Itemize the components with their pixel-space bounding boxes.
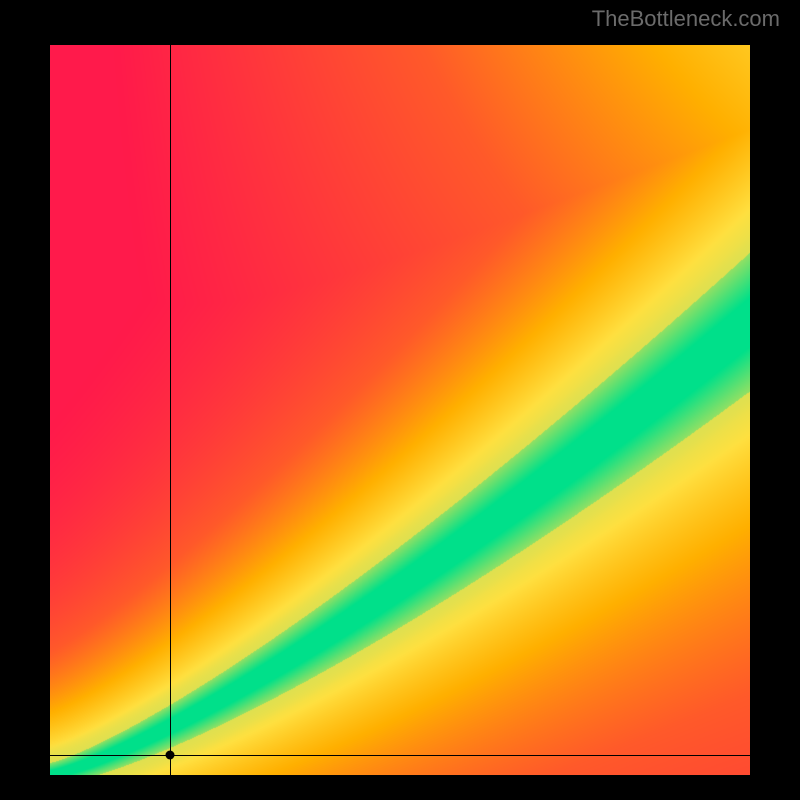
crosshair-vertical [170, 45, 171, 775]
heatmap-plot-area [50, 45, 750, 775]
watermark-text: TheBottleneck.com [592, 6, 780, 32]
crosshair-marker [166, 750, 175, 759]
heatmap-canvas [50, 45, 750, 775]
crosshair-horizontal [50, 755, 750, 756]
